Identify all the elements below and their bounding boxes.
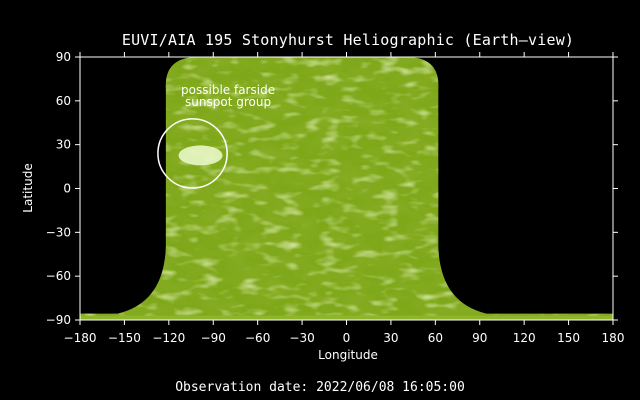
x-tick-label: 0 [343,331,351,345]
polar-strip [80,315,613,320]
y-tick-label: −30 [46,225,71,239]
y-tick-label: 0 [63,182,71,196]
x-axis-title: Longitude [318,348,378,362]
x-axis: −180 −150 −120 −90 −60 −30 0 30 60 90 120 150 180 [64,52,625,345]
observation-date: Observation date: 2022/06/08 16:05:00 [175,380,465,395]
x-tick-label: −90 [201,331,226,345]
x-tick-label: 120 [513,331,536,345]
y-tick-label: −90 [46,313,71,327]
bright-loops-overlay [80,57,613,320]
x-tick-label: 60 [428,331,443,345]
x-tick-label: −30 [289,331,314,345]
farside-bright-patch [178,145,223,166]
chart-title: EUVI/AIA 195 Stonyhurst Heliographic (Ea… [121,31,575,49]
x-tick-label: −60 [245,331,270,345]
y-tick-label: 90 [56,50,71,64]
y-tick-label: 60 [56,94,71,108]
y-tick-label: 30 [56,138,71,152]
x-tick-label: −120 [152,331,185,345]
y-tick-label: −60 [46,269,71,283]
annotation-line-2: sunspot group [185,95,271,109]
x-tick-label: 180 [602,331,625,345]
x-tick-label: −150 [108,331,141,345]
annotation-line-1: possible farside [181,83,275,97]
y-axis-title: Latitude [21,163,35,212]
x-tick-label: 30 [383,331,398,345]
x-tick-label: −180 [64,331,97,345]
x-tick-label: 90 [472,331,487,345]
farside-sunspot-circle [157,118,228,189]
y-axis: 90 60 30 0 −30 −60 −90 [46,50,618,327]
x-tick-label: 150 [557,331,580,345]
